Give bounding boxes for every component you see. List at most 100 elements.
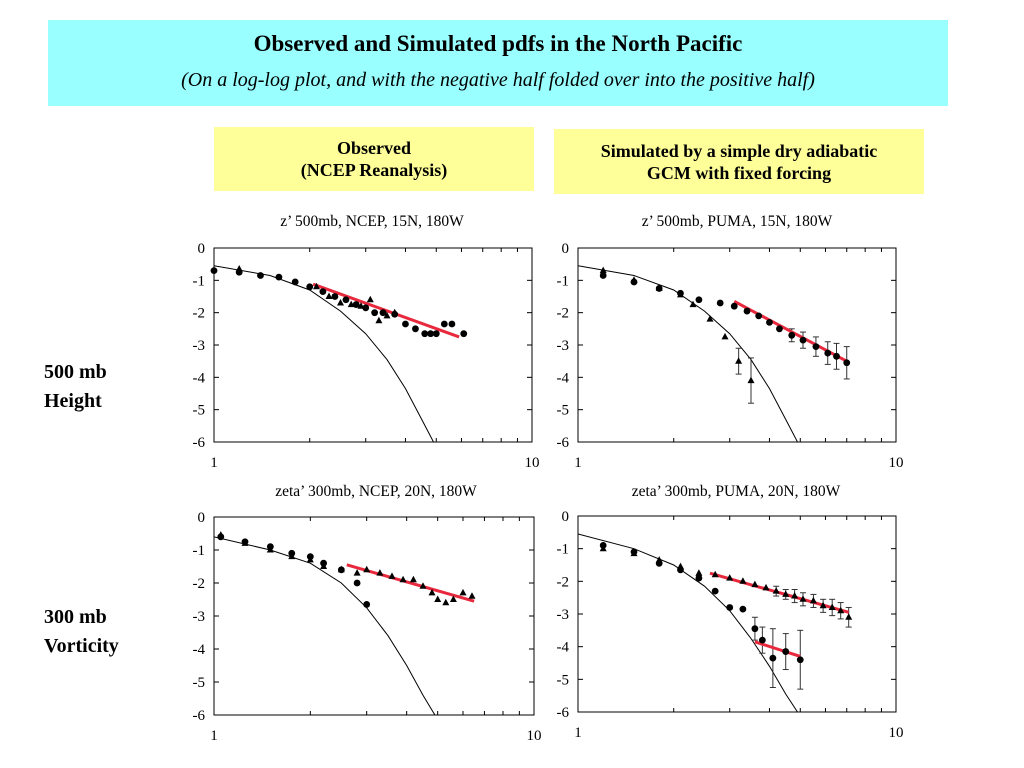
circle-marker: [421, 330, 429, 338]
circle-marker: [677, 289, 684, 297]
circle-marker: [599, 272, 607, 279]
triangle-marker: [599, 266, 607, 274]
triangle-marker: [375, 316, 383, 324]
y-tick-label: -4: [557, 640, 570, 656]
triangle-marker: [399, 575, 407, 583]
row-label-vorticity-line2: Vorticity: [44, 635, 119, 657]
triangle-marker: [325, 292, 333, 299]
triangle-marker: [442, 598, 450, 606]
triangle-marker: [468, 592, 476, 599]
x-tick-label: 1: [574, 725, 582, 741]
circle-marker: [266, 543, 274, 551]
circle-marker: [799, 336, 807, 344]
triangle-marker: [782, 590, 790, 597]
y-tick-label: -1: [557, 542, 570, 558]
y-tick-label: -6: [557, 705, 570, 721]
y-tick-label: 0: [198, 241, 206, 257]
circle-marker: [766, 318, 773, 326]
circle-marker: [743, 307, 751, 315]
chart-title: z’ 500mb, PUMA, 15N, 180W: [642, 213, 833, 230]
circle-marker: [440, 320, 448, 328]
triangle-marker: [845, 613, 853, 620]
gaussian-curve: [578, 533, 798, 712]
circle-marker: [371, 309, 379, 317]
triangle-marker: [366, 295, 374, 303]
circle-marker: [362, 304, 370, 312]
y-tick-label: -2: [557, 306, 570, 322]
y-tick-label: -3: [193, 338, 206, 354]
x-tick-label: 10: [527, 728, 542, 744]
y-tick-label: -5: [557, 672, 570, 688]
triangle-marker: [809, 596, 817, 604]
circle-marker: [391, 310, 399, 318]
circle-marker: [630, 278, 638, 286]
y-tick-label: -2: [193, 306, 206, 322]
circle-marker: [319, 288, 327, 296]
triangle-marker: [434, 595, 442, 602]
circle-marker: [739, 605, 747, 613]
circle-marker: [730, 302, 738, 310]
column-header-simulated: Simulated by a simple dry adiabatic GCM …: [554, 129, 924, 194]
circle-marker: [788, 331, 796, 339]
circle-marker: [352, 301, 360, 308]
y-tick-label: -1: [557, 273, 570, 289]
circle-marker: [275, 273, 283, 281]
circle-marker: [353, 579, 361, 587]
circle-marker: [677, 566, 684, 574]
y-tick-label: -3: [557, 607, 570, 623]
y-tick-label: -6: [193, 708, 206, 724]
circle-marker: [833, 352, 840, 360]
triangle-marker: [689, 300, 697, 308]
triangle-marker: [428, 588, 436, 596]
x-tick-label: 1: [210, 728, 218, 744]
circle-marker: [288, 549, 296, 557]
y-tick-label: -2: [557, 574, 570, 590]
row-label-height: 500 mb Height: [44, 358, 107, 416]
x-tick-label: 10: [889, 725, 904, 741]
triangle-marker: [726, 574, 734, 581]
circle-marker: [726, 604, 734, 611]
triangle-marker: [383, 311, 391, 319]
triangle-marker: [837, 606, 845, 614]
circle-marker: [320, 559, 327, 567]
circle-marker: [716, 299, 724, 307]
y-tick-label: -6: [557, 435, 570, 451]
y-tick-label: -5: [557, 403, 570, 419]
circle-marker: [241, 538, 249, 546]
circle-marker: [257, 272, 264, 279]
circle-marker: [824, 349, 832, 357]
fit-line: [709, 571, 850, 614]
triangle-marker: [376, 569, 384, 576]
triangle-marker: [337, 299, 344, 306]
triangle-marker: [388, 572, 396, 579]
triangle-marker: [739, 577, 747, 584]
triangle-marker: [762, 583, 770, 591]
column-header-observed-line1: Observed: [337, 138, 411, 158]
y-tick-label: 0: [562, 509, 570, 525]
circle-marker: [655, 559, 663, 567]
triangle-marker: [313, 282, 320, 290]
title-banner: Observed and Simulated pdfs in the North…: [48, 20, 948, 106]
y-tick-label: -6: [193, 435, 206, 451]
triangle-marker: [449, 595, 457, 602]
triangle-marker: [419, 582, 427, 589]
y-tick-label: -2: [193, 576, 206, 592]
circle-marker: [755, 312, 763, 320]
chart-title: zeta’ 300mb, PUMA, 20N, 180W: [632, 483, 841, 500]
triangle-marker: [819, 601, 827, 609]
triangle-marker: [751, 580, 759, 588]
gaussian-curve: [214, 265, 434, 442]
y-tick-label: 0: [198, 510, 206, 526]
fit-line: [312, 282, 460, 339]
circle-marker: [306, 283, 314, 291]
y-tick-label: -1: [193, 273, 206, 289]
circle-marker: [306, 553, 314, 560]
triangle-marker: [706, 315, 714, 322]
circle-marker: [402, 320, 409, 328]
column-header-observed-line2: (NCEP Reanalysis): [300, 160, 448, 180]
triangle-marker: [353, 569, 361, 576]
row-label-vorticity-line1: 300 mb: [44, 606, 107, 628]
